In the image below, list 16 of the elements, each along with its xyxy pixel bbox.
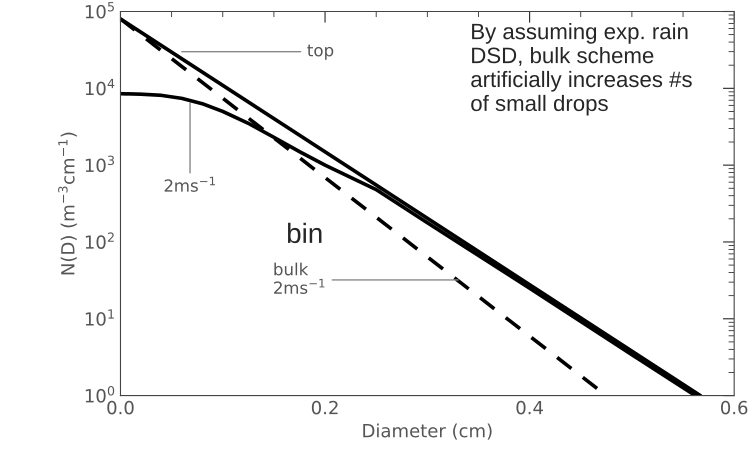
y-tick-label: 10$^{5}$ [86, 2, 114, 18]
y-tick-label: 10$^{4}$ [86, 78, 114, 96]
y-tick-label: 10$^{3}$ [86, 156, 114, 172]
annotation: bin [288, 222, 322, 244]
annotation: bulk 2ms$^{−1}$ [274, 262, 324, 294]
annotation: By assuming exp. rain DSD, bulk scheme artificially increases #s of small drops [471, 23, 692, 116]
annotation: top [307, 44, 334, 60]
annotation: 2ms$^{−1}$ [164, 176, 215, 192]
x-tick-label: 0.2 [312, 400, 338, 414]
x-axis-title: Diameter (cm) [363, 423, 492, 440]
x-tick-label: 0.4 [516, 400, 543, 414]
y-tick-label: 10$^{2}$ [86, 232, 114, 249]
x-tick-label: 0.0 [107, 400, 134, 414]
y-tick-label: 10$^{1}$ [86, 309, 114, 326]
y-axis-title: N(D) (m$^{−3}$cm$^{−1}$) [58, 132, 77, 274]
x-tick-label: 0.6 [721, 400, 748, 414]
